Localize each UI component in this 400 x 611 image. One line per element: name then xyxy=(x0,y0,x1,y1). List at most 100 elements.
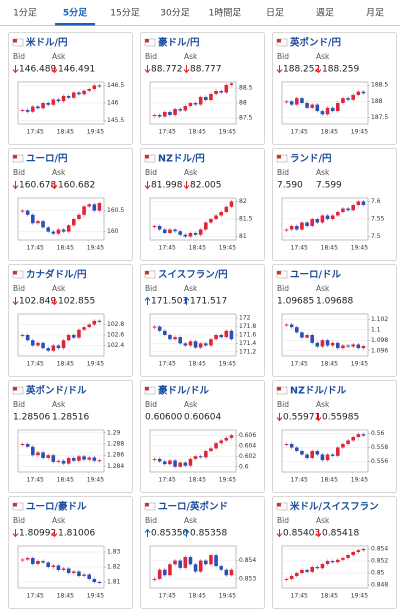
tab[interactable]: 15分足 xyxy=(110,8,139,19)
ask-label: Ask xyxy=(52,284,66,293)
candle xyxy=(36,342,40,346)
y-tick-label: 7.6 xyxy=(371,198,381,205)
y-tick-label: 0.852 xyxy=(371,558,388,565)
candle xyxy=(356,434,361,437)
x-tick-label: 17:45 xyxy=(291,593,308,600)
y-tick-label: 102.6 xyxy=(107,332,124,339)
tab[interactable]: 30分足 xyxy=(160,8,189,19)
ask-value: 102.855 xyxy=(58,297,95,307)
candle xyxy=(46,562,50,567)
x-tick-label: 18:45 xyxy=(57,593,74,600)
candle xyxy=(351,437,355,441)
candle xyxy=(341,98,345,103)
x-tick-label: 17:45 xyxy=(291,477,308,484)
bid-value: 171.501 xyxy=(151,297,188,307)
y-tick-label: 187.5 xyxy=(371,114,388,121)
candle xyxy=(152,458,157,460)
candle xyxy=(336,103,340,112)
down-arrow xyxy=(276,65,283,74)
tab[interactable]: 5分足 xyxy=(63,7,88,19)
candle xyxy=(193,233,198,235)
candle xyxy=(92,320,97,325)
candle xyxy=(173,229,177,232)
candle xyxy=(56,99,61,102)
candle xyxy=(46,103,50,105)
y-tick-label: 0.556 xyxy=(371,458,388,465)
bid-label: Bid xyxy=(277,516,289,525)
down-arrow xyxy=(315,65,322,74)
bid-label: Bid xyxy=(277,52,289,61)
bid-value: 1.28506 xyxy=(13,413,50,423)
candle xyxy=(289,444,294,448)
candle xyxy=(300,332,304,338)
y-tick-label: 1.286 xyxy=(107,452,124,459)
candle xyxy=(224,85,229,93)
candle xyxy=(87,574,91,579)
candle xyxy=(351,94,355,100)
candle xyxy=(51,231,56,234)
candle xyxy=(25,335,30,341)
bid-value: 146.489 xyxy=(19,65,56,75)
candle xyxy=(320,111,325,115)
candle xyxy=(61,96,66,102)
flag-mark xyxy=(13,155,17,159)
y-tick-label: 146 xyxy=(107,100,119,107)
candle xyxy=(61,340,66,349)
candle xyxy=(97,460,102,462)
candle xyxy=(198,456,203,458)
bid-value: 0.60600 xyxy=(145,413,182,423)
y-tick-label: 82 xyxy=(239,198,247,205)
candle xyxy=(198,97,203,105)
x-tick-label: 18:45 xyxy=(321,245,338,252)
candle xyxy=(346,98,350,100)
candle xyxy=(300,451,304,455)
candle xyxy=(36,221,40,224)
tab[interactable]: 1時間足 xyxy=(209,8,242,19)
candle xyxy=(87,457,91,460)
tab[interactable]: 日足 xyxy=(266,8,284,19)
down-arrow xyxy=(144,65,151,74)
up-arrow xyxy=(144,528,151,537)
x-tick-label: 18:45 xyxy=(321,593,338,600)
y-tick-label: 0.854 xyxy=(371,546,388,553)
pair-title: スイスフラン/円 xyxy=(158,270,228,281)
down-arrow xyxy=(51,529,58,538)
candle xyxy=(305,335,309,338)
candle xyxy=(157,326,162,331)
candle xyxy=(193,456,198,459)
down-arrow xyxy=(51,65,58,74)
candle xyxy=(305,570,309,572)
candle xyxy=(310,104,314,108)
tab[interactable]: 月足 xyxy=(366,8,384,19)
tab[interactable]: 1分足 xyxy=(13,8,37,19)
down-arrow xyxy=(12,297,19,306)
candle xyxy=(209,339,213,346)
x-tick-label: 18:45 xyxy=(321,477,338,484)
x-tick-label: 19:45 xyxy=(87,361,104,368)
candle xyxy=(315,451,320,455)
y-tick-label: 1.288 xyxy=(107,441,124,448)
candle xyxy=(20,335,25,336)
flag-mark xyxy=(277,503,281,507)
candle xyxy=(77,92,81,95)
bid-value: 0.55971 xyxy=(283,413,320,423)
candle xyxy=(173,109,177,115)
tab[interactable]: 週足 xyxy=(316,8,334,19)
y-tick-label: 7.55 xyxy=(371,216,385,223)
pair-title: 米ドル/スイスフラン xyxy=(289,501,379,513)
